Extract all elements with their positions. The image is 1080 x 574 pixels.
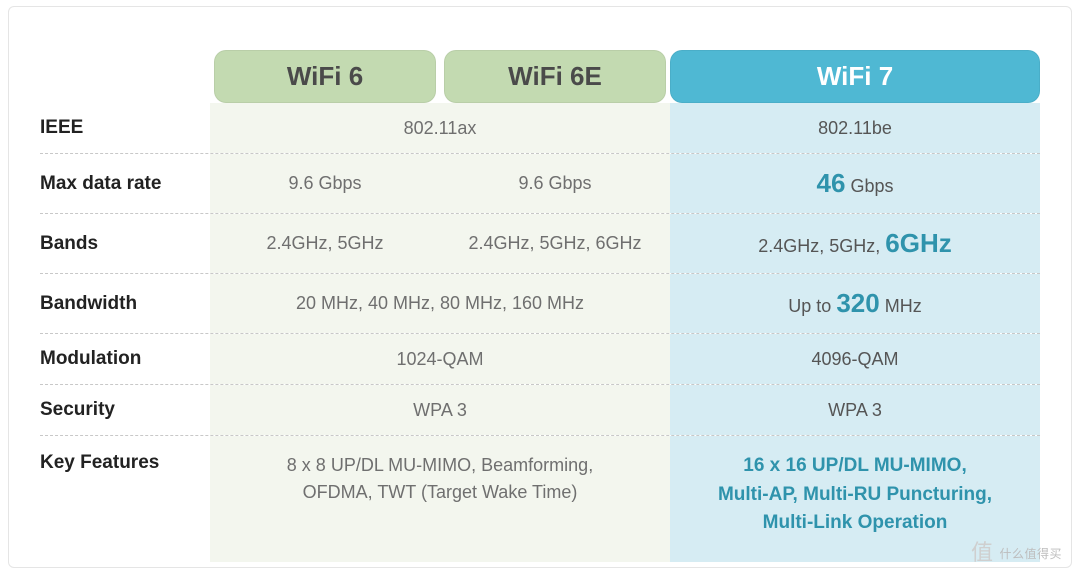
bandwidth-wifi7: Up to 320 MHz: [670, 274, 1040, 333]
header-wifi6-cell: WiFi 6: [210, 50, 440, 103]
keyfeat-wifi6-l2: OFDMA, TWT (Target Wake Time): [287, 479, 593, 506]
keyfeat-wifi7-l3: Multi-Link Operation: [718, 509, 992, 538]
row-modulation: Modulation 1024-QAM 4096-QAM: [40, 334, 1040, 385]
bands-wifi7-prefix: 2.4GHz, 5GHz,: [758, 236, 885, 256]
keyfeat-wifi6: 8 x 8 UP/DL MU-MIMO, Beamforming, OFDMA,…: [210, 436, 670, 562]
label-bands: Bands: [40, 214, 210, 273]
header-wifi6: WiFi 6: [214, 50, 436, 103]
header-wifi6e: WiFi 6E: [444, 50, 666, 103]
bandwidth-wifi7-prefix: Up to: [788, 296, 836, 316]
keyfeat-wifi6-l1: 8 x 8 UP/DL MU-MIMO, Beamforming,: [287, 452, 593, 479]
header-spacer: [40, 50, 210, 103]
row-ieee: IEEE 802.11ax 802.11be: [40, 103, 1040, 154]
row-security: Security WPA 3 WPA 3: [40, 385, 1040, 436]
bands-wifi6e: 2.4GHz, 5GHz, 6GHz: [440, 214, 670, 273]
comparison-table: WiFi 6 WiFi 6E WiFi 7 IEEE 802.11ax 802.…: [40, 50, 1040, 562]
bands-wifi7-emph: 6GHz: [885, 228, 951, 258]
maxrate-wifi6: 9.6 Gbps: [210, 154, 440, 213]
modulation-wifi7: 4096-QAM: [670, 334, 1040, 384]
security-wifi7: WPA 3: [670, 385, 1040, 435]
row-key-features: Key Features 8 x 8 UP/DL MU-MIMO, Beamfo…: [40, 436, 1040, 562]
keyfeat-wifi7-l1: 16 x 16 UP/DL MU-MIMO,: [718, 452, 992, 481]
bandwidth-wifi7-suffix: MHz: [880, 296, 922, 316]
maxrate-wifi6e: 9.6 Gbps: [440, 154, 670, 213]
label-ieee: IEEE: [40, 103, 210, 153]
label-security: Security: [40, 385, 210, 435]
maxrate-wifi7-unit: Gbps: [845, 176, 893, 196]
row-bands: Bands 2.4GHz, 5GHz 2.4GHz, 5GHz, 6GHz 2.…: [40, 214, 1040, 274]
security-wifi6: WPA 3: [210, 385, 670, 435]
watermark-icon: 值: [971, 542, 994, 564]
bandwidth-wifi6: 20 MHz, 40 MHz, 80 MHz, 160 MHz: [210, 274, 670, 333]
header-wifi7: WiFi 7: [670, 50, 1040, 103]
label-modulation: Modulation: [40, 334, 210, 384]
modulation-wifi6: 1024-QAM: [210, 334, 670, 384]
bands-wifi6: 2.4GHz, 5GHz: [210, 214, 440, 273]
bands-wifi7: 2.4GHz, 5GHz, 6GHz: [670, 214, 1040, 273]
maxrate-wifi7-value: 46: [817, 168, 846, 198]
bandwidth-wifi7-emph: 320: [836, 288, 879, 318]
keyfeat-wifi7-l2: Multi-AP, Multi-RU Puncturing,: [718, 481, 992, 510]
watermark-text: 什么值得买: [999, 545, 1062, 562]
label-key-features: Key Features: [40, 436, 210, 562]
label-max-rate: Max data rate: [40, 154, 210, 213]
row-max-rate: Max data rate 9.6 Gbps 9.6 Gbps 46 Gbps: [40, 154, 1040, 214]
watermark: 值 什么值得买: [971, 542, 1062, 564]
header-wifi6e-cell: WiFi 6E: [440, 50, 670, 103]
ieee-wifi6: 802.11ax: [210, 103, 670, 153]
header-row: WiFi 6 WiFi 6E WiFi 7: [40, 50, 1040, 103]
label-bandwidth: Bandwidth: [40, 274, 210, 333]
row-bandwidth: Bandwidth 20 MHz, 40 MHz, 80 MHz, 160 MH…: [40, 274, 1040, 334]
ieee-wifi7: 802.11be: [670, 103, 1040, 153]
maxrate-wifi7: 46 Gbps: [670, 154, 1040, 213]
header-wifi7-cell: WiFi 7: [670, 50, 1040, 103]
